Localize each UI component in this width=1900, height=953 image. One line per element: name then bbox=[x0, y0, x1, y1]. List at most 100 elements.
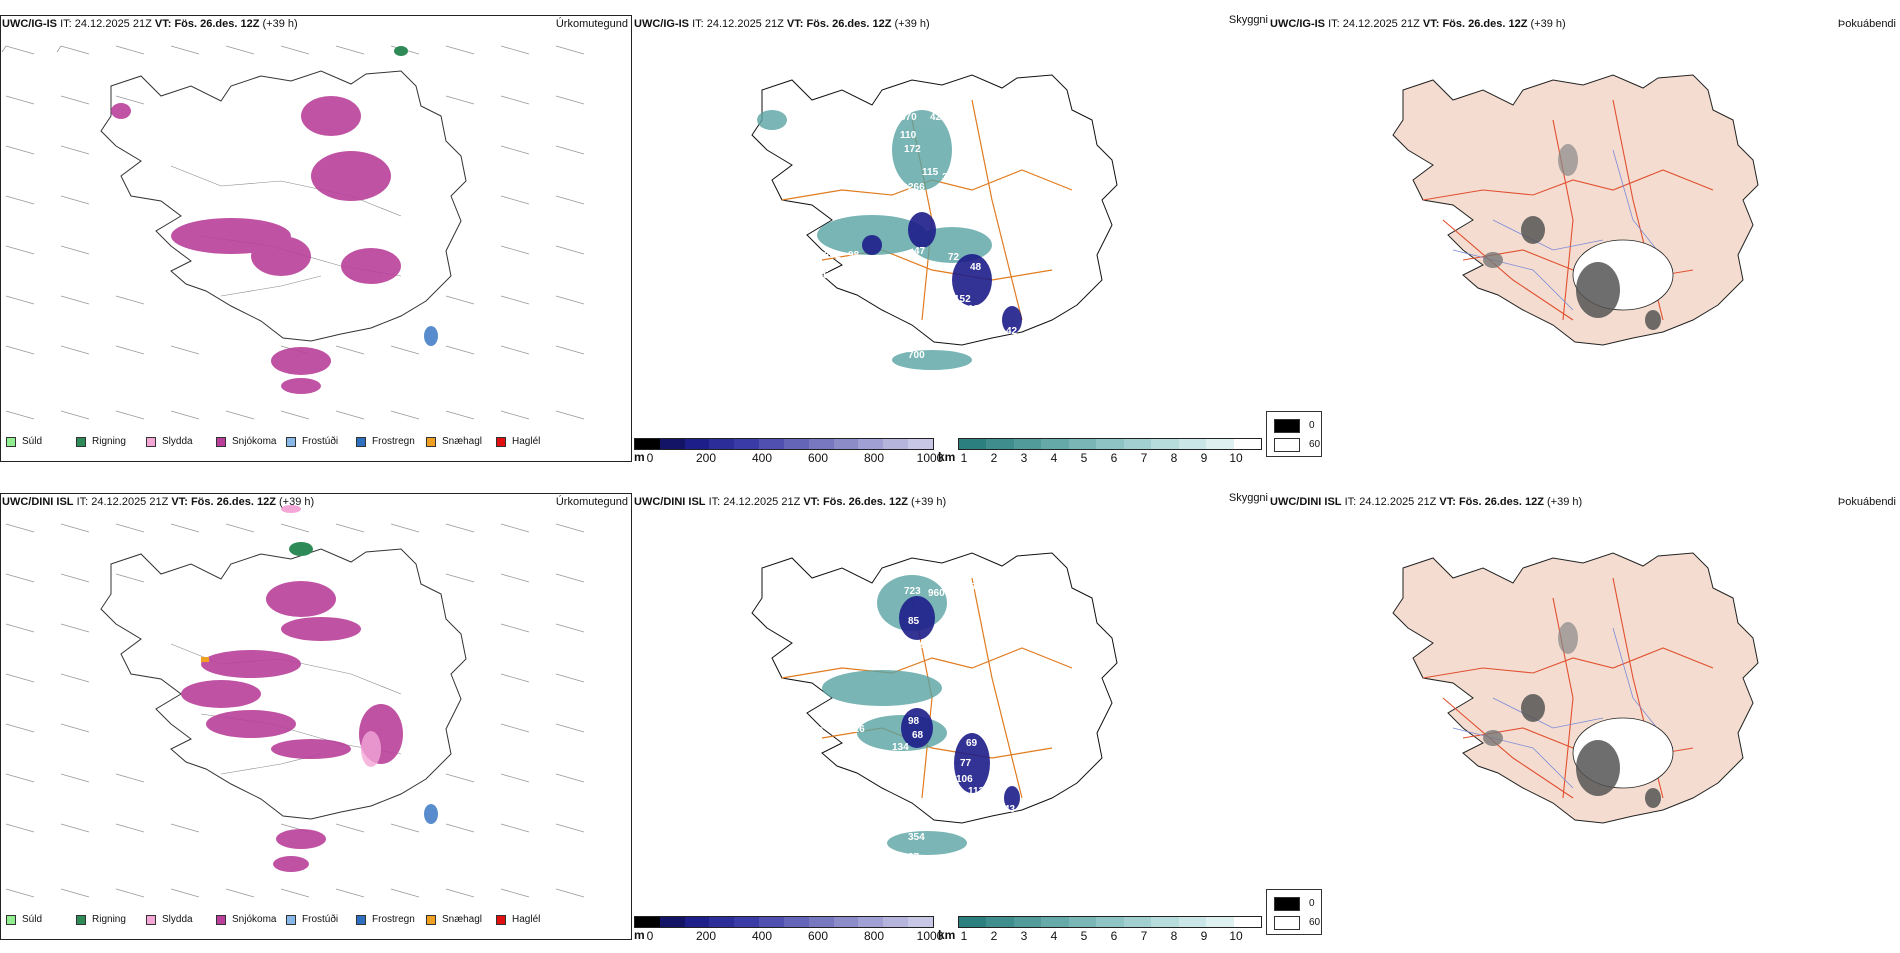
visibility-km-colorbar bbox=[958, 916, 1262, 928]
value-label: 106 bbox=[956, 774, 973, 785]
legend-item: Slydda bbox=[146, 436, 216, 447]
precip-legend: Súld Rigning Slydda Snjókoma Frostúði Fr… bbox=[6, 914, 566, 925]
panel-header: UWC/DINI ISL IT: 24.12.2025 21Z VT: Fös.… bbox=[2, 496, 315, 508]
visibility-map-2[interactable]: 723 960 253 260 85 684 97 98 68 71 69 99… bbox=[632, 498, 1268, 918]
legend-item: Rigning bbox=[76, 914, 146, 925]
value-label: 115 bbox=[922, 167, 939, 178]
panel-title-precip: Úrkomutegund bbox=[555, 18, 628, 30]
value-label: 131 bbox=[968, 304, 985, 315]
value-label: 254 bbox=[856, 278, 873, 289]
value-label: 48 bbox=[970, 262, 982, 273]
value-label: 155 bbox=[812, 270, 829, 281]
legend-item: Snjókoma bbox=[216, 436, 286, 447]
cloud-legend: 0 60 bbox=[1266, 411, 1322, 457]
panel-title-visibility: Skyggni bbox=[1228, 14, 1268, 26]
value-label: 72 bbox=[948, 252, 960, 263]
panel-header: UWC/IG-IS IT: 24.12.2025 21Z VT: Fös. 26… bbox=[2, 18, 298, 30]
legend-item: Rigning bbox=[76, 436, 146, 447]
value-label: 113 bbox=[968, 786, 985, 797]
visibility-km-ticks: 1 2 3 4 5 6 7 8 9 10 bbox=[960, 451, 1243, 465]
value-label: 99 bbox=[812, 726, 824, 737]
panel-title-fog: Þokuábendi bbox=[1837, 496, 1896, 508]
precip-legend: Súld Rigning Slydda Snjókoma Frostúði Fr… bbox=[6, 436, 566, 447]
value-label: 98 bbox=[908, 716, 920, 727]
value-label: 42 bbox=[1006, 326, 1018, 337]
panel-header: UWC/IG-IS IT: 24.12.2025 21Z VT: Fös. 26… bbox=[1270, 18, 1566, 30]
precip-type-panel-1: UWC/IG-IS IT: 24.12.2025 21Z VT: Fös. 26… bbox=[0, 0, 632, 475]
value-label: 97 bbox=[920, 640, 932, 651]
unit-km: km bbox=[938, 450, 956, 464]
visibility-values: 723 960 253 260 85 684 97 98 68 71 69 99… bbox=[812, 582, 1016, 867]
value-label: 110 bbox=[900, 130, 917, 141]
legend-item: Súld bbox=[6, 436, 76, 447]
value-label: 960 bbox=[928, 588, 945, 599]
legend-item: Frostregn bbox=[356, 914, 426, 925]
freezing-rain-area bbox=[424, 326, 438, 346]
value-label: 18 bbox=[882, 366, 894, 377]
value-label: 69 bbox=[966, 738, 978, 749]
panel-header: UWC/DINI ISL IT: 24.12.2025 21Z VT: Fös.… bbox=[1270, 496, 1583, 508]
forecast-row-2: UWC/DINI ISL IT: 24.12.2025 21Z VT: Fös.… bbox=[0, 478, 1900, 953]
visibility-map-1[interactable]: 870 42 110 172 115 395 266 925 202 98 47… bbox=[632, 20, 1268, 440]
legend-item: Frostúði bbox=[286, 436, 356, 447]
precip-map-1 bbox=[1, 45, 585, 420]
legend-item: Snæhagl bbox=[426, 436, 496, 447]
precip-map-frame[interactable] bbox=[0, 493, 632, 940]
legend-item: Slydda bbox=[146, 914, 216, 925]
value-label: 202 bbox=[824, 250, 841, 261]
unit-km: km bbox=[938, 928, 956, 942]
cloud-legend: 0 60 bbox=[1266, 889, 1322, 935]
fog-map-2[interactable] bbox=[1268, 498, 1900, 918]
value-label: 870 bbox=[900, 112, 917, 123]
value-label: 14 bbox=[886, 856, 898, 867]
visibility-panel-2: 723 960 253 260 85 684 97 98 68 71 69 99… bbox=[632, 478, 1268, 953]
value-label: 71 bbox=[948, 728, 960, 739]
precip-map-frame[interactable] bbox=[0, 15, 632, 462]
value-label: 124 bbox=[892, 268, 909, 279]
legend-item: Frostúði bbox=[286, 914, 356, 925]
value-label: 97 bbox=[908, 852, 920, 863]
unit-m: m bbox=[634, 450, 645, 464]
value-label: 260 bbox=[848, 608, 865, 619]
precip-type-panel-2: UWC/DINI ISL IT: 24.12.2025 21Z VT: Fös.… bbox=[0, 478, 632, 953]
visibility-m-ticks: 0 200 400 600 800 1000 bbox=[646, 451, 944, 465]
value-label: 43 bbox=[1004, 804, 1016, 815]
legend-item: Haglél bbox=[496, 914, 566, 925]
value-label: 266 bbox=[908, 182, 925, 193]
value-label: 134 bbox=[892, 742, 909, 753]
visibility-m-colorbar bbox=[634, 916, 934, 928]
legend-item: Haglél bbox=[496, 436, 566, 447]
value-label: 253 bbox=[964, 582, 981, 593]
panel-header: UWC/DINI ISL IT: 24.12.2025 21Z VT: Fös.… bbox=[634, 496, 947, 508]
panel-title-fog: Þokuábendi bbox=[1837, 18, 1896, 30]
fog-panel-2: UWC/DINI ISL IT: 24.12.2025 21Z VT: Fös.… bbox=[1268, 478, 1900, 953]
value-label: 47 bbox=[914, 246, 926, 257]
value-label: 354 bbox=[908, 832, 925, 843]
value-label: 152 bbox=[954, 294, 971, 305]
legend-item: Frostregn bbox=[356, 436, 426, 447]
value-label: 126 bbox=[848, 724, 865, 735]
precip-map-2 bbox=[5, 505, 585, 898]
value-label: 68 bbox=[912, 730, 924, 741]
value-label: 395 bbox=[942, 172, 959, 183]
low-visibility-areas bbox=[757, 110, 992, 370]
fog-panel-1: UWC/IG-IS IT: 24.12.2025 21Z VT: Fös. 26… bbox=[1268, 0, 1900, 475]
panel-title-visibility: Skyggni bbox=[1228, 492, 1268, 504]
visibility-m-ticks: 0 200 400 600 800 1000 bbox=[646, 929, 944, 943]
snow-areas bbox=[111, 96, 401, 394]
value-label: 172 bbox=[904, 144, 921, 155]
legend-item: Snjókoma bbox=[216, 914, 286, 925]
value-label: 723 bbox=[904, 586, 921, 597]
value-label: 77 bbox=[960, 758, 972, 769]
visibility-panel-1: 870 42 110 172 115 395 266 925 202 98 47… bbox=[632, 0, 1268, 475]
unit-m: m bbox=[634, 928, 645, 942]
panel-title-precip: Úrkomutegund bbox=[555, 496, 628, 508]
rain-area bbox=[394, 46, 408, 56]
legend-item: Súld bbox=[6, 914, 76, 925]
value-label: 85 bbox=[908, 616, 920, 627]
value-label: 684 bbox=[950, 624, 967, 635]
value-label: 98 bbox=[848, 250, 860, 261]
legend-item: Snæhagl bbox=[426, 914, 496, 925]
panel-header: UWC/IG-IS IT: 24.12.2025 21Z VT: Fös. 26… bbox=[634, 18, 930, 30]
fog-map-1[interactable] bbox=[1268, 20, 1900, 440]
